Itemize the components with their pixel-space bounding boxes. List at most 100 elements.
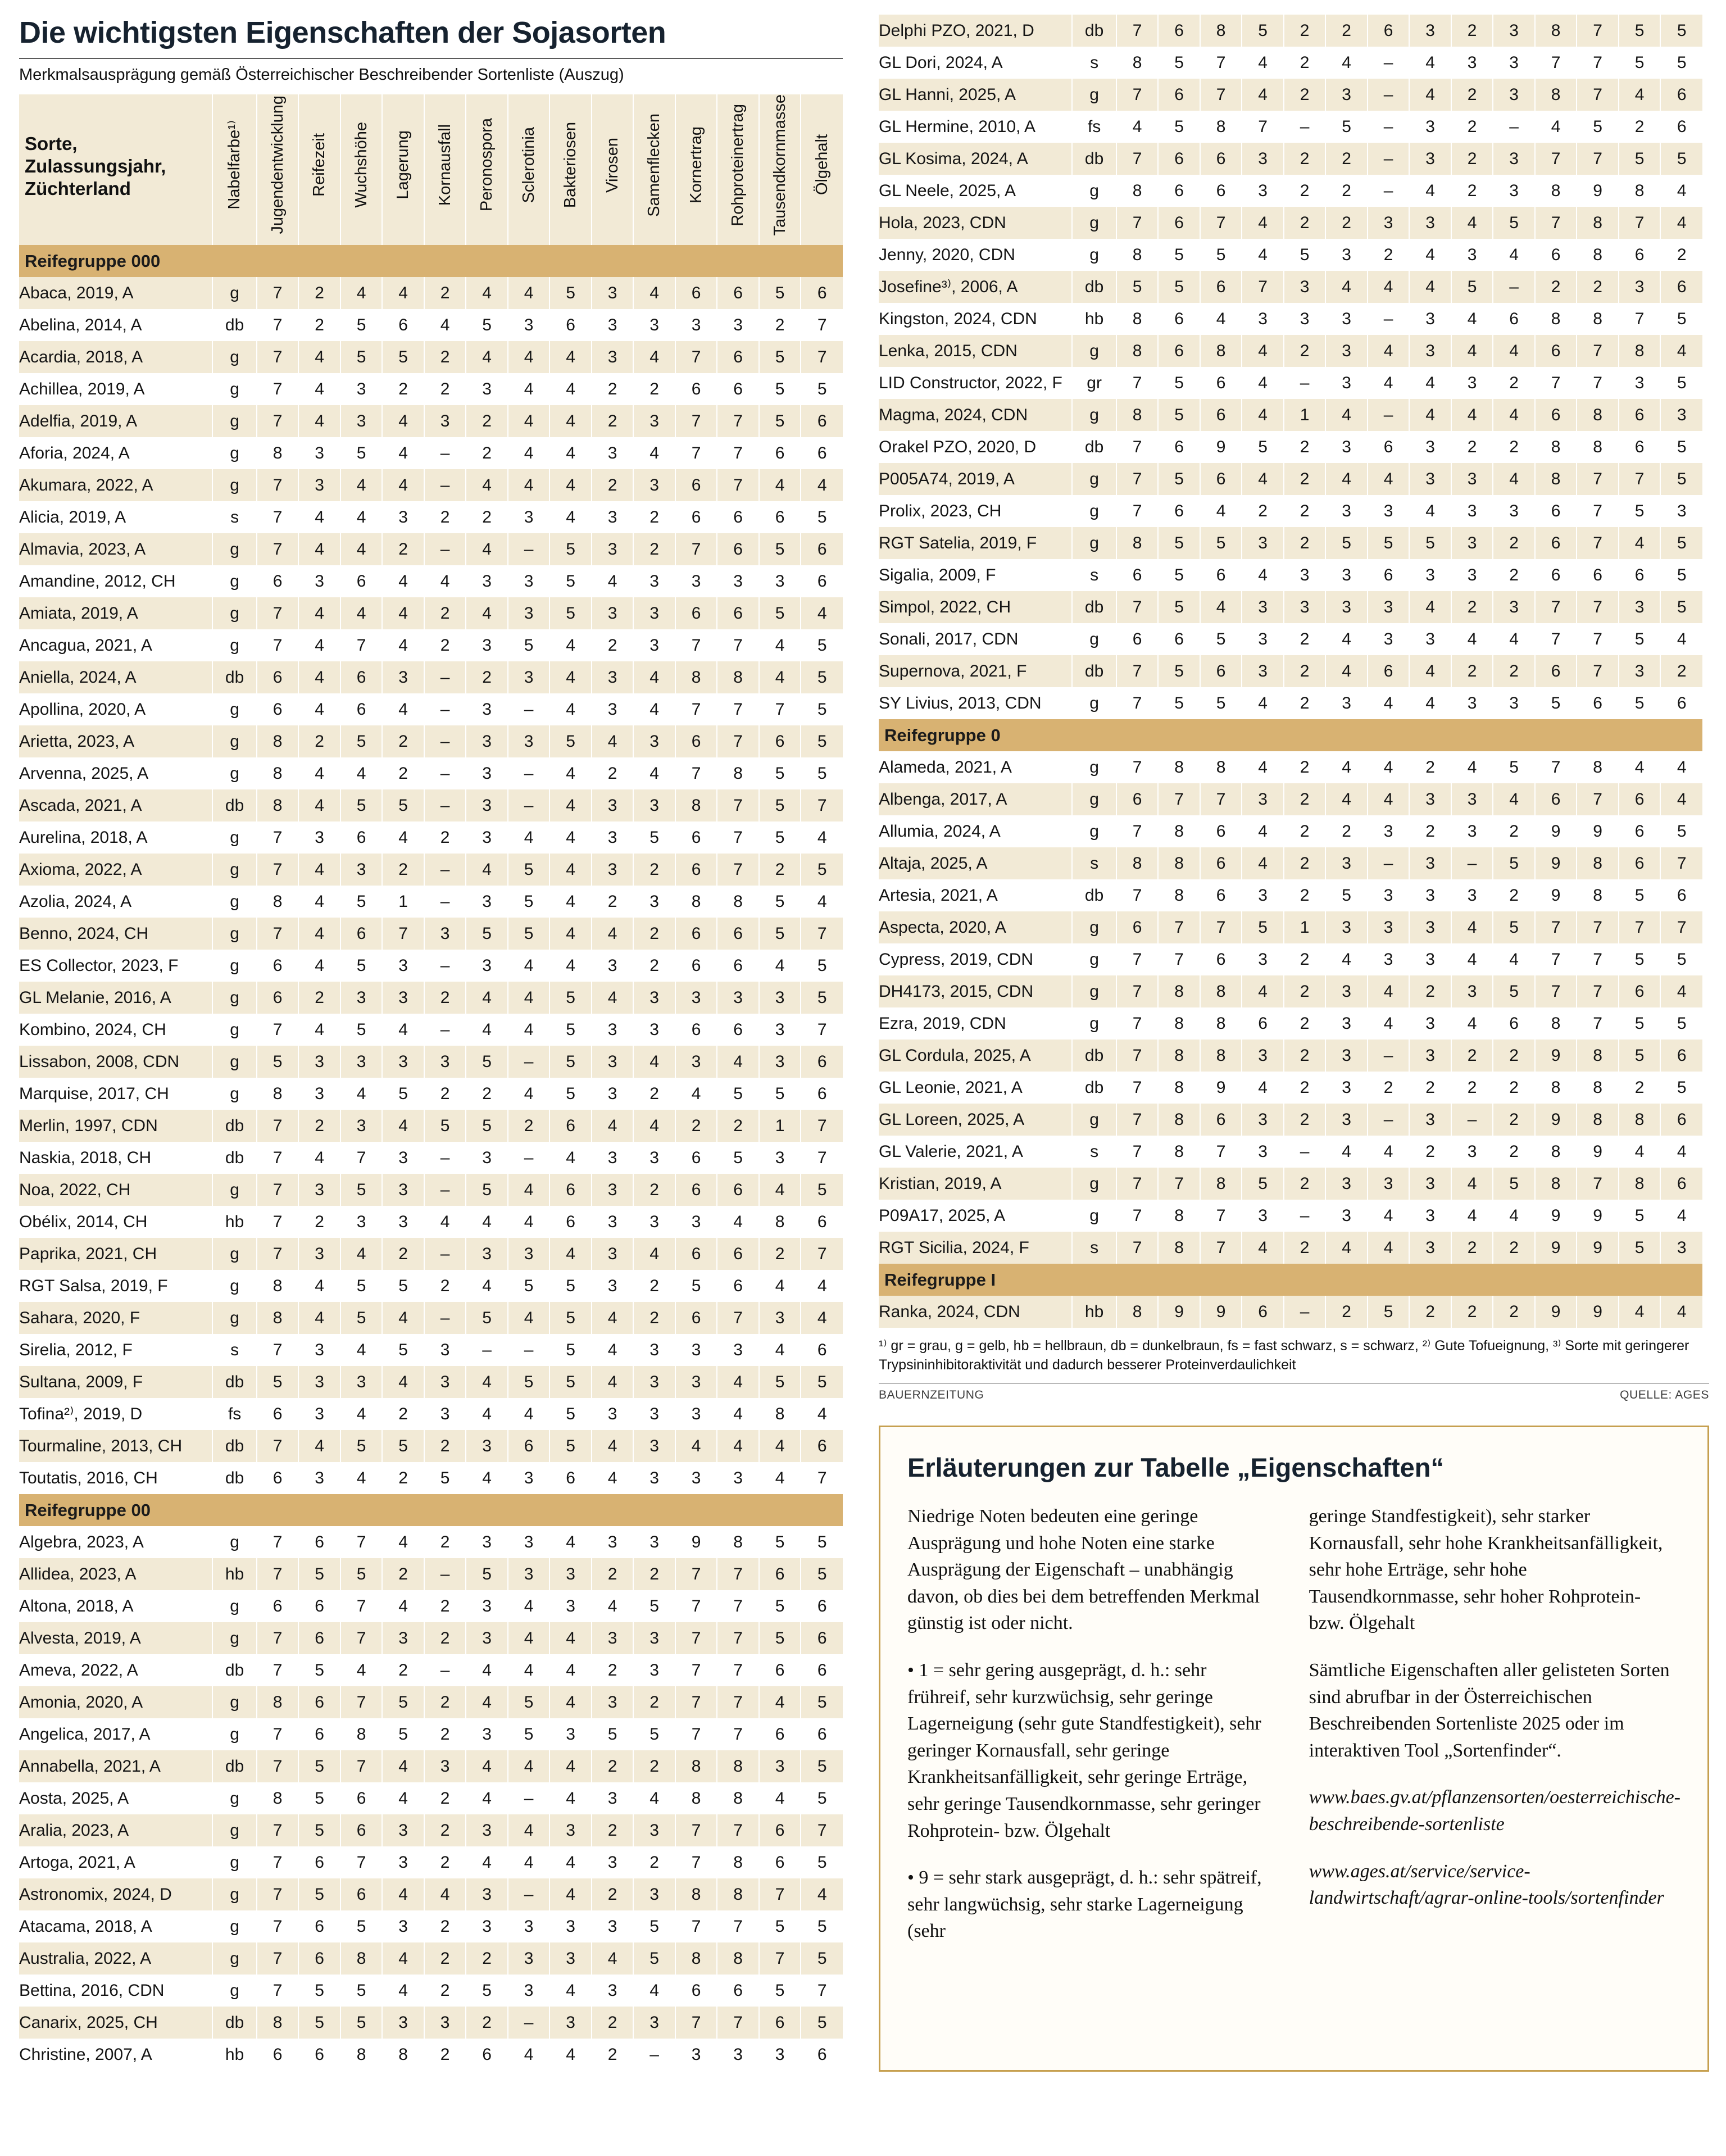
- trait-value: 7: [800, 1238, 843, 1270]
- variety-name: Abelina, 2014, A: [19, 315, 142, 334]
- trait-value: 7: [1534, 751, 1577, 783]
- trait-value: 5: [633, 1942, 675, 1975]
- trait-value: 4: [381, 1526, 424, 1559]
- trait-value: 5: [800, 1750, 843, 1783]
- trait-value: 6: [1618, 399, 1661, 431]
- trait-value: 7: [1576, 367, 1619, 399]
- trait-value: 5: [465, 1046, 508, 1078]
- trait-value: 3: [507, 501, 550, 534]
- trait-value: 4: [465, 1014, 508, 1046]
- trait-value: 3: [1325, 847, 1368, 879]
- trait-value: 5: [339, 1014, 383, 1046]
- trait-value: 4: [549, 821, 592, 854]
- trait-value: 2: [1618, 111, 1661, 143]
- variety-row: DH4173, 2015, CDN g 7 8 8 4 2 3 4 2 3 5 7 7 6 4: [879, 975, 1702, 1007]
- trait-value: 3: [1241, 303, 1284, 335]
- trait-value: 6: [339, 565, 383, 598]
- trait-value: 4: [1409, 271, 1451, 303]
- trait-value: 5: [549, 533, 592, 566]
- trait-value: –: [1283, 1136, 1326, 1168]
- trait-value: 3: [591, 1046, 634, 1078]
- trait-value: 9: [1199, 431, 1242, 463]
- trait-value: 3: [758, 1142, 801, 1174]
- trait-value: 5: [800, 1558, 843, 1591]
- url-link-1[interactable]: www.baes.gv.at/pflanzensorten/oesterreic…: [1309, 1787, 1680, 1835]
- trait-value: 6: [800, 277, 843, 310]
- trait-value: 3: [298, 1046, 340, 1078]
- trait-value: 7: [674, 1814, 717, 1847]
- trait-value: 7: [1576, 655, 1619, 687]
- variety-row: Ezra, 2019, CDN g 7 8 8 6 2 3 4 3 4 6 8 7 5 5: [879, 1007, 1702, 1040]
- trait-value: 8: [674, 1750, 717, 1783]
- hilum-color-value: g: [212, 629, 257, 662]
- trait-value: 3: [1241, 655, 1284, 687]
- trait-value: 8: [1576, 1104, 1619, 1136]
- trait-value: 5: [339, 1558, 383, 1591]
- trait-value: 5: [381, 1430, 424, 1463]
- trait-value: 4: [758, 1462, 801, 1495]
- trait-value: 6: [674, 1302, 717, 1335]
- trait-value: 6: [758, 437, 801, 470]
- trait-value: 3: [1241, 143, 1284, 175]
- trait-value: 3: [1325, 1168, 1368, 1200]
- trait-value: 8: [1576, 1040, 1619, 1072]
- trait-value: 7: [758, 1942, 801, 1975]
- trait-value: 7: [1115, 591, 1159, 623]
- trait-value: 7: [256, 1814, 299, 1847]
- trait-value: 5: [758, 277, 801, 310]
- variety-name: Akumara, 2022, A: [19, 469, 213, 502]
- trait-value: 4: [549, 1142, 592, 1174]
- trait-value: 4: [298, 693, 340, 726]
- trait-value: 4: [1492, 1200, 1535, 1232]
- trait-value: 3: [716, 1462, 759, 1495]
- trait-value: 6: [1618, 239, 1661, 271]
- trait-value: 4: [465, 1750, 508, 1783]
- trait-value: 5: [1618, 623, 1661, 655]
- hilum-color-value: g: [1071, 687, 1116, 719]
- trait-value: 4: [339, 1654, 383, 1687]
- trait-value: 3: [1450, 239, 1493, 271]
- trait-value: 5: [1660, 815, 1702, 847]
- trait-value: 7: [1115, 1007, 1159, 1040]
- trait-value: 3: [591, 821, 634, 854]
- hilum-color-value: g: [1071, 207, 1116, 239]
- trait-value: 6: [1534, 239, 1577, 271]
- hilum-color-value: g: [1071, 1200, 1116, 1232]
- trait-value: 7: [1618, 303, 1661, 335]
- trait-value: 4: [381, 693, 424, 726]
- variety-name: Ameva, 2022, A: [19, 1660, 138, 1680]
- trait-value: 2: [591, 1558, 634, 1591]
- trait-value: 4: [591, 725, 634, 758]
- trait-value: 6: [674, 597, 717, 630]
- trait-value: 3: [1409, 463, 1451, 495]
- hilum-color-value: db: [1071, 1072, 1116, 1104]
- trait-value: 5: [1618, 687, 1661, 719]
- column-header-2: Jugendentwicklung: [256, 94, 299, 246]
- variety-row: Sonali, 2017, CDN g 6 6 5 3 2 4 3 3 4 4 7 7 5 4: [879, 623, 1702, 655]
- trait-value: 3: [758, 1750, 801, 1783]
- hilum-color-value: g: [212, 1590, 257, 1623]
- trait-value: 5: [1618, 1040, 1661, 1072]
- trait-value: 4: [381, 1782, 424, 1815]
- trait-value: 3: [298, 565, 340, 598]
- trait-value: 2: [381, 1462, 424, 1495]
- url-link-2[interactable]: www.ages.at/service/service-landwirtscha…: [1309, 1860, 1664, 1909]
- trait-value: 3: [716, 2039, 759, 2071]
- trait-value: 4: [381, 629, 424, 662]
- trait-value: 7: [758, 1878, 801, 1911]
- trait-value: 7: [1157, 943, 1200, 975]
- variety-name: Hola, 2023, CDN: [879, 207, 1073, 239]
- trait-value: 4: [758, 469, 801, 502]
- trait-value: 8: [1157, 847, 1200, 879]
- trait-value: 3: [591, 789, 634, 822]
- trait-value: 9: [1534, 815, 1577, 847]
- trait-value: 3: [381, 1846, 424, 1879]
- trait-value: 2: [1492, 655, 1535, 687]
- trait-value: 4: [1325, 751, 1368, 783]
